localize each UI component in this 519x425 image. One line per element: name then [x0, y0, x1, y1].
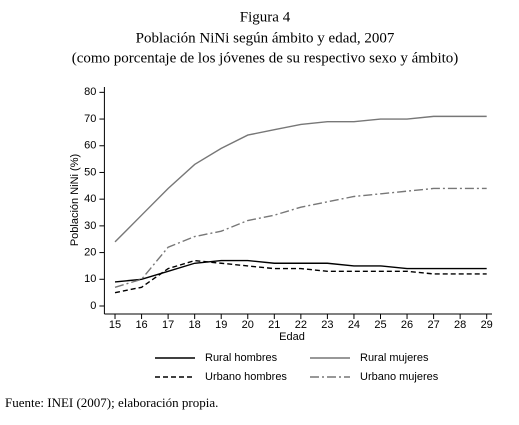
y-axis-label: Población NiNi (%)	[69, 154, 81, 246]
y-tick-label: 70	[84, 113, 96, 125]
x-tick-label: 27	[427, 319, 439, 331]
chart-title: Figura 4	[240, 9, 291, 25]
x-tick-label: 20	[242, 319, 254, 331]
legend-label: Rural hombres	[205, 352, 278, 364]
y-tick-label: 30	[84, 220, 96, 232]
y-tick-label: 80	[84, 86, 96, 98]
y-tick-label: 40	[84, 193, 96, 205]
legend-label: Rural mujeres	[360, 352, 429, 364]
x-tick-label: 26	[401, 319, 413, 331]
source-note: Fuente: INEI (2007); elaboración propia.	[5, 395, 218, 410]
x-tick-label: 28	[454, 319, 466, 331]
data-line	[114, 187, 487, 288]
x-tick-label: 25	[374, 319, 386, 331]
x-tick-label: 22	[295, 319, 307, 331]
x-axis-label: Edad	[279, 331, 305, 343]
legend-label: Urbano mujeres	[360, 371, 439, 383]
x-tick-label: 17	[162, 319, 174, 331]
y-tick-label: 60	[84, 140, 96, 152]
chart-subtitle: Población NiNi según ámbito y edad, 2007	[136, 30, 395, 46]
y-tick-label: 20	[84, 246, 96, 258]
x-tick-label: 23	[321, 319, 333, 331]
x-tick-label: 15	[109, 319, 121, 331]
x-tick-label: 16	[135, 319, 147, 331]
data-line	[114, 115, 487, 243]
x-tick-label: 18	[189, 319, 201, 331]
x-tick-label: 24	[348, 319, 360, 331]
x-tick-label: 19	[215, 319, 227, 331]
data-line	[114, 259, 487, 283]
x-tick-label: 21	[268, 319, 280, 331]
y-tick-label: 0	[90, 300, 96, 312]
y-tick-label: 50	[84, 166, 96, 178]
y-tick-label: 10	[84, 273, 96, 285]
chart-note: (como porcentaje de los jóvenes de su re…	[72, 50, 459, 66]
legend-label: Urbano hombres	[205, 371, 287, 383]
x-tick-label: 29	[481, 319, 493, 331]
data-line	[114, 259, 487, 294]
